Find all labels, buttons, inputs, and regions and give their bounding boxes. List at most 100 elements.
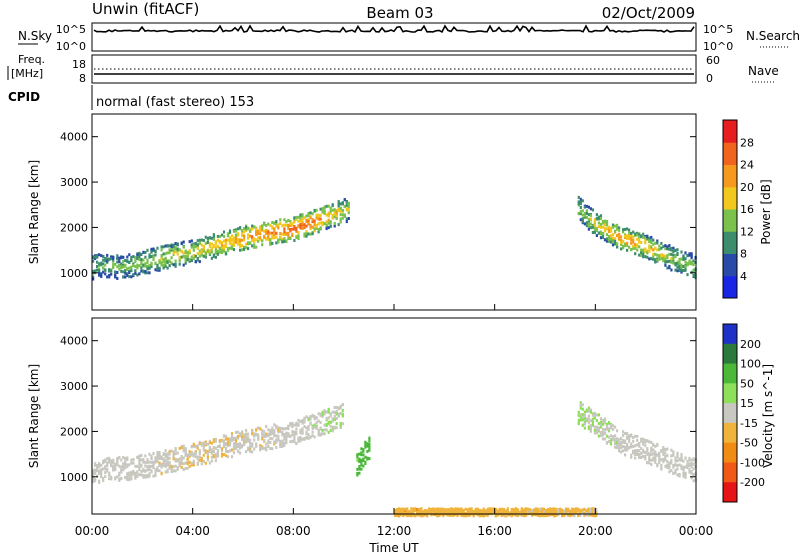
- heatmap-cell: [593, 428, 596, 432]
- heatmap-cell: [321, 410, 324, 414]
- heatmap-cell: [142, 270, 145, 274]
- heatmap-cell: [212, 450, 215, 453]
- heatmap-cell: [192, 257, 195, 260]
- heatmap-cell: [214, 455, 217, 459]
- heatmap-cell: [198, 442, 201, 446]
- heatmap-cell: [154, 262, 157, 266]
- heatmap-cell: [182, 447, 185, 451]
- heatmap-cell: [301, 421, 304, 425]
- heatmap-cell: [333, 212, 336, 215]
- heatmap-cell: [148, 474, 151, 478]
- heatmap-cell: [148, 468, 151, 471]
- heatmap-cell: [237, 434, 240, 438]
- heatmap-cell: [680, 265, 683, 269]
- heatmap-cell: [317, 431, 320, 435]
- heatmap-cell: [406, 509, 409, 513]
- heatmap-cell: [243, 443, 246, 446]
- heatmap-cell: [309, 216, 312, 220]
- heatmap-cell: [486, 513, 489, 517]
- heatmap-cell: [607, 427, 611, 431]
- heatmap-cell: [579, 197, 582, 201]
- heatmap-cell: [595, 510, 598, 514]
- heatmap-cell: [182, 254, 185, 258]
- heatmap-cell: [174, 457, 177, 461]
- heatmap-cell: [277, 437, 280, 441]
- heatmap-cell: [630, 455, 633, 459]
- heatmap-cell: [620, 443, 623, 447]
- heatmap-cell: [166, 244, 169, 248]
- heatmap-cell: [188, 453, 191, 457]
- heatmap-cell: [571, 513, 574, 517]
- heatmap-cell: [106, 275, 109, 279]
- heatmap-cell: [520, 509, 523, 513]
- heatmap-cell: [255, 428, 258, 432]
- heatmap-cell: [174, 259, 177, 263]
- heatmap-cell: [666, 254, 669, 258]
- heatmap-cell: [343, 204, 346, 208]
- heatmap-cell: [239, 451, 242, 455]
- heatmap-cell: [620, 242, 623, 246]
- heatmap-cell: [688, 469, 691, 473]
- heatmap-cell: [122, 468, 125, 472]
- heatmap-cell: [692, 462, 695, 466]
- heatmap-cell: [150, 265, 153, 269]
- heatmap-cell: [368, 457, 371, 461]
- heatmap-cell: [144, 251, 147, 254]
- heatmap-cell: [640, 248, 643, 252]
- heatmap-cell: [206, 236, 209, 240]
- heatmap-cell: [309, 224, 312, 228]
- heatmap-cell: [226, 247, 230, 251]
- heatmap-cell: [289, 228, 292, 231]
- heatmap-cell: [682, 269, 685, 272]
- heatmap-cell: [228, 240, 232, 244]
- heatmap-cell: [168, 452, 171, 456]
- heatmap-cell: [618, 226, 621, 230]
- heatmap-cell: [277, 428, 280, 432]
- heatmap-cell: [591, 231, 594, 234]
- heatmap-cell: [120, 470, 123, 474]
- y-tick-label: 4000: [60, 335, 88, 348]
- heatmap-cell: [319, 226, 322, 230]
- heatmap-cell: [247, 432, 250, 436]
- heatmap-cell: [638, 235, 641, 239]
- heatmap-cell: [247, 236, 250, 240]
- heatmap-cell: [245, 225, 248, 229]
- heatmap-cell: [166, 468, 169, 472]
- heatmap-cell: [243, 230, 246, 234]
- heatmap-cell: [589, 408, 592, 412]
- heatmap-cell: [267, 445, 270, 448]
- heatmap-cell: [299, 435, 302, 439]
- heatmap-cell: [106, 463, 109, 467]
- heatmap-cell: [579, 511, 582, 515]
- heatmap-cell: [360, 453, 363, 457]
- power-colorbar-label: Power [dB]: [759, 179, 773, 244]
- heatmap-cell: [609, 434, 613, 438]
- heatmap-cell: [366, 457, 369, 461]
- heatmap-cell: [430, 509, 433, 513]
- heatmap-cell: [553, 514, 556, 518]
- heatmap-cell: [442, 510, 445, 514]
- heatmap-cell: [116, 271, 119, 274]
- heatmap-cell: [614, 229, 617, 233]
- heatmap-cell: [184, 258, 187, 262]
- heatmap-cell: [275, 224, 278, 228]
- heatmap-cell: [124, 263, 127, 267]
- heatmap-cell: [287, 234, 290, 238]
- heatmap-cell: [682, 265, 685, 268]
- y-tick-label: 1000: [60, 267, 88, 280]
- heatmap-cell: [253, 239, 256, 243]
- heatmap-cell: [368, 444, 371, 448]
- heatmap-cell: [583, 212, 586, 215]
- heatmap-cell: [218, 439, 221, 443]
- heatmap-cell: [267, 230, 270, 234]
- heatmap-cell: [327, 422, 330, 426]
- heatmap-cell: [158, 453, 161, 457]
- heatmap-cell: [686, 464, 689, 468]
- heatmap-cell: [680, 263, 683, 267]
- heatmap-cell: [202, 249, 205, 253]
- heatmap-cell: [626, 444, 629, 448]
- heatmap-cell: [335, 426, 338, 430]
- heatmap-cell: [202, 247, 205, 251]
- heatmap-cell: [368, 439, 371, 443]
- heatmap-cell: [192, 444, 195, 448]
